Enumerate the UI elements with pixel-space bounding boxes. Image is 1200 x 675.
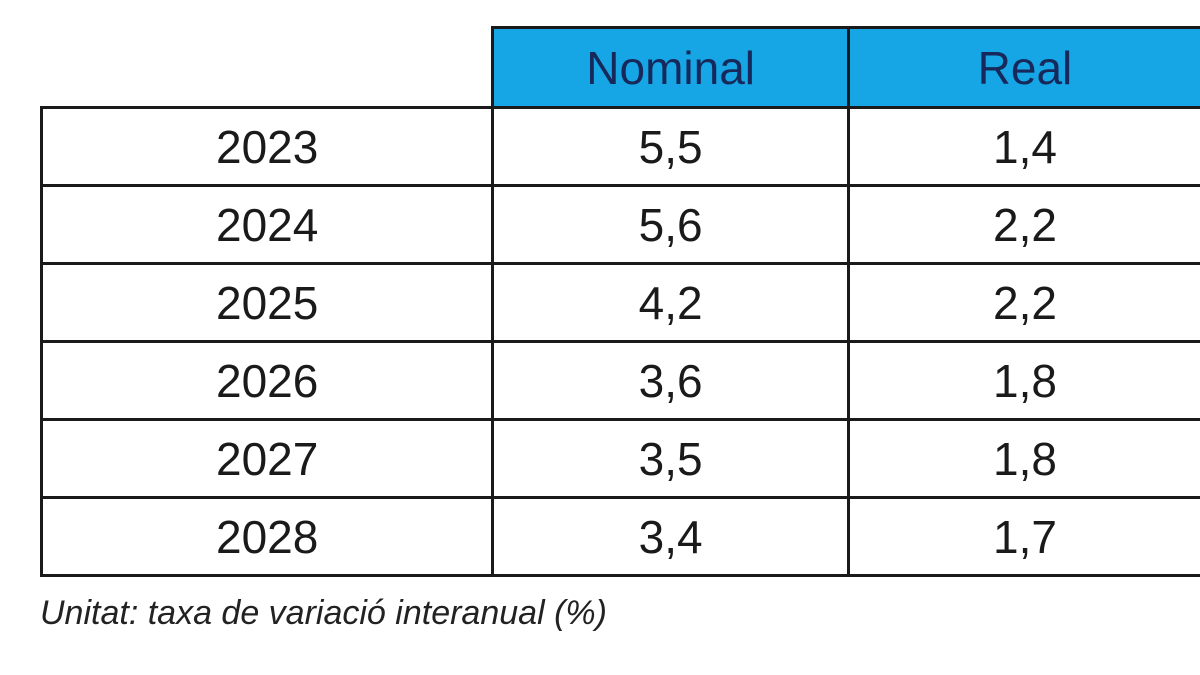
nominal-cell: 3,6 — [491, 340, 850, 421]
data-table: Nominal Real 2023 5,5 1,4 2024 5,6 2,2 2… — [39, 26, 1200, 577]
year-cell: 2025 — [39, 262, 495, 343]
header-real: Real — [846, 26, 1200, 109]
unit-note: Unitat: taxa de variació interanual (%) — [40, 594, 607, 632]
year-cell: 2023 — [39, 106, 495, 187]
real-cell: 2,2 — [846, 184, 1200, 265]
real-cell: 2,2 — [846, 262, 1200, 343]
header-blank-cell — [41, 27, 493, 109]
real-cell: 1,7 — [846, 496, 1200, 577]
real-cell: 1,4 — [846, 106, 1200, 187]
real-cell: 1,8 — [846, 418, 1200, 499]
table-row: 2027 3,5 1,8 — [39, 418, 1200, 499]
nominal-cell: 3,4 — [491, 496, 850, 577]
table-row: 2024 5,6 2,2 — [39, 184, 1200, 265]
nominal-cell: 5,5 — [491, 106, 850, 187]
year-cell: 2024 — [39, 184, 495, 265]
header-nominal: Nominal — [491, 26, 850, 109]
table-header-row: Nominal Real — [41, 26, 1200, 109]
year-cell: 2028 — [39, 496, 495, 577]
year-cell: 2026 — [39, 340, 495, 421]
table-row: 2023 5,5 1,4 — [39, 106, 1200, 187]
table-row: 2025 4,2 2,2 — [39, 262, 1200, 343]
nominal-cell: 4,2 — [491, 262, 850, 343]
nominal-cell: 5,6 — [491, 184, 850, 265]
nominal-cell: 3,5 — [491, 418, 850, 499]
table-row: 2028 3,4 1,7 — [39, 496, 1200, 577]
data-table-container: Nominal Real 2023 5,5 1,4 2024 5,6 2,2 2… — [39, 26, 1200, 577]
real-cell: 1,8 — [846, 340, 1200, 421]
table-row: 2026 3,6 1,8 — [39, 340, 1200, 421]
year-cell: 2027 — [39, 418, 495, 499]
